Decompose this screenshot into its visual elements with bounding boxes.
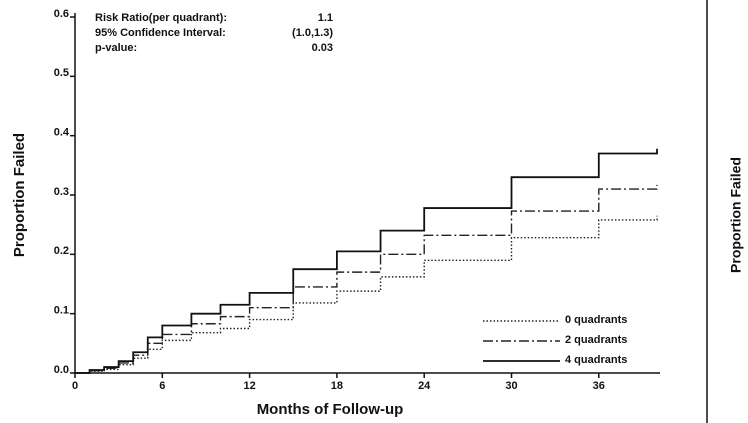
step-line — [75, 215, 658, 374]
step-line — [75, 148, 658, 374]
y-tick-label: 0.6 — [54, 8, 69, 20]
legend-label: 0 quadrants — [565, 314, 627, 326]
y-tick-label: 0.1 — [54, 305, 69, 317]
annotation-label: 95% Confidence Interval: — [95, 27, 226, 39]
x-tick-label: 30 — [505, 380, 517, 392]
y-tick-label: 0.2 — [54, 245, 69, 257]
x-tick-label: 24 — [418, 380, 431, 392]
y-tick-label: 0.0 — [54, 364, 69, 376]
y-axis-label: Proportion Failed — [11, 133, 28, 257]
annotation-label: p-value: — [95, 42, 137, 54]
annotation-value: 0.03 — [312, 42, 333, 54]
legend-label: 2 quadrants — [565, 334, 627, 346]
x-tick-label: 0 — [72, 380, 78, 392]
x-axis-label: Months of Follow-up — [257, 401, 404, 418]
x-tick-label: 6 — [159, 380, 165, 392]
side-y-label: Proportion Failed — [728, 157, 744, 273]
x-tick-label: 18 — [331, 380, 343, 392]
annotation-value: (1.0,1.3) — [292, 27, 333, 39]
annotation-value: 1.1 — [318, 12, 333, 24]
y-tick-label: 0.3 — [54, 186, 69, 198]
x-tick-label: 12 — [243, 380, 255, 392]
annotation-label: Risk Ratio(per quadrant): — [95, 12, 227, 24]
y-tick-label: 0.5 — [54, 67, 69, 79]
y-tick-label: 0.4 — [54, 127, 70, 139]
x-tick-label: 36 — [593, 380, 605, 392]
legend-label: 4 quadrants — [565, 354, 627, 366]
